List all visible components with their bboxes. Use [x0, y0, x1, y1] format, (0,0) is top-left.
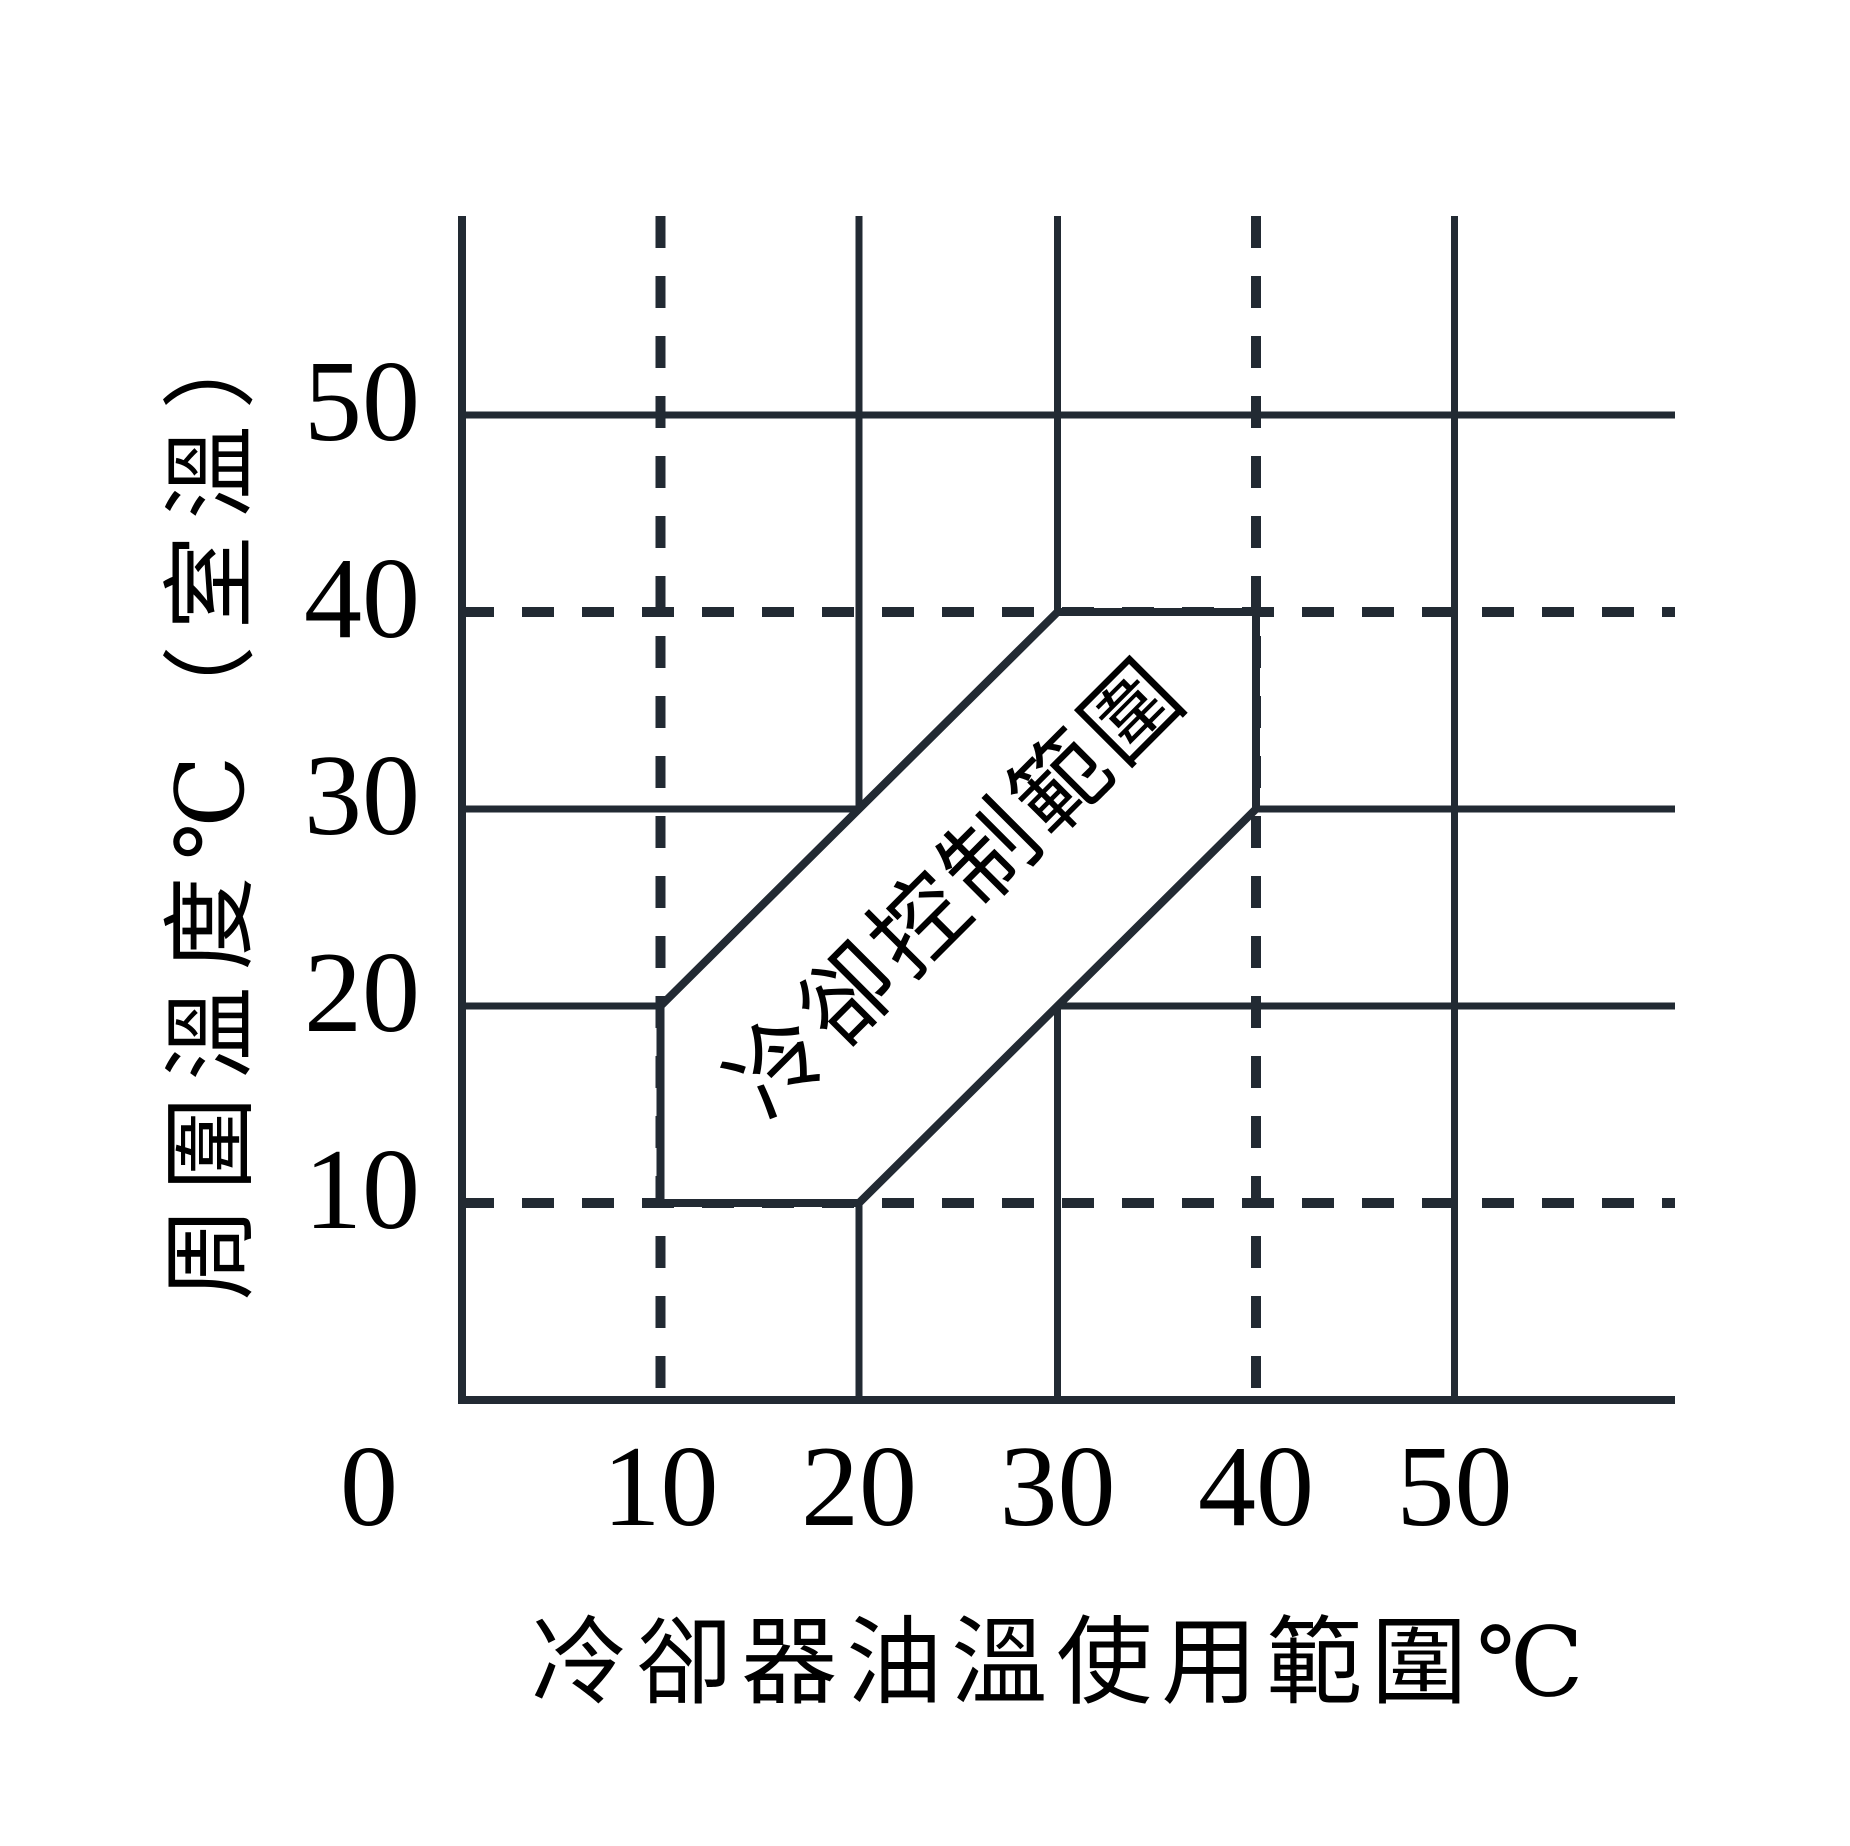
region-layer — [656, 608, 1260, 1207]
y-tick-label-20: 20 — [304, 929, 420, 1057]
x-tick-label-0: 0 — [340, 1423, 398, 1551]
x-tick-label-40: 40 — [1198, 1423, 1314, 1551]
y-tick-label-10: 10 — [304, 1126, 420, 1254]
x-tick-label-20: 20 — [801, 1423, 917, 1551]
tick-label-layer: 0 10 20 30 40 50 10 20 30 40 50 — [304, 338, 1513, 1551]
y-tick-label-30: 30 — [304, 732, 420, 860]
x-tick-label-10: 10 — [603, 1423, 719, 1551]
y-tick-label-40: 40 — [304, 535, 420, 663]
x-tick-label-50: 50 — [1397, 1423, 1513, 1551]
y-tick-label-50: 50 — [304, 338, 420, 466]
axis-layer — [458, 216, 1675, 1404]
y-axis-title: 周圍溫度℃（室溫） — [160, 299, 264, 1300]
control-range-polygon — [656, 608, 1260, 1207]
x-axis-title: 冷卻器油溫使用範圍℃ — [531, 1610, 1592, 1717]
x-tick-label-30: 30 — [1000, 1423, 1116, 1551]
